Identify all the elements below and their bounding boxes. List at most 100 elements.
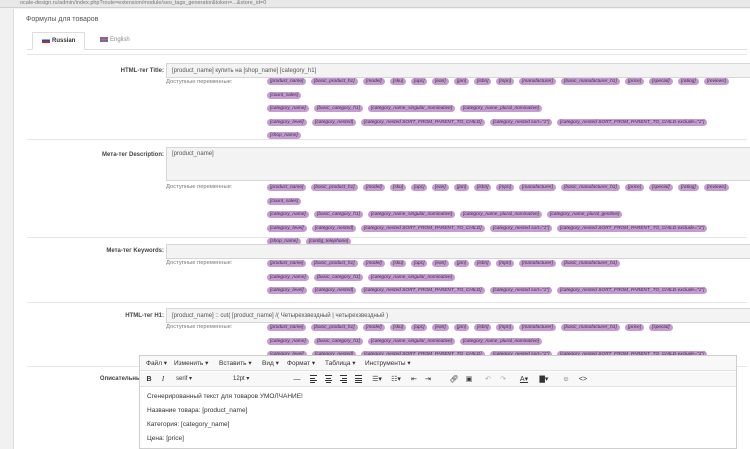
variable-chip[interactable]: [basic_category_h1] xyxy=(314,105,363,112)
variable-chip[interactable]: [special] xyxy=(649,184,673,191)
variable-chip[interactable]: [category_nested] xyxy=(312,224,357,232)
variable-chip[interactable]: [category_name_singular_nominative] xyxy=(368,337,456,345)
background-color-icon[interactable]: ▇▾ xyxy=(539,376,549,383)
menu-file[interactable]: Файл ▾ xyxy=(146,360,168,367)
variable-chip[interactable]: [category_nested SORT_FROM_PARENT_TO_CHI… xyxy=(361,118,485,126)
variable-chip[interactable]: [mpn] xyxy=(496,184,514,191)
variable-chip[interactable]: [model] xyxy=(363,78,385,85)
indent-icon[interactable]: ⇥ xyxy=(425,376,431,383)
variable-chip[interactable]: [basic_category_h1] xyxy=(314,337,363,345)
emoticons-icon[interactable]: ☺ xyxy=(562,376,570,383)
variable-chip[interactable]: [shop_name] xyxy=(267,132,301,139)
variable-chip[interactable]: [mpn] xyxy=(496,260,514,267)
variable-chip[interactable]: [isbn] xyxy=(474,260,492,267)
redo-icon[interactable]: ↷ xyxy=(500,376,506,383)
variable-chip[interactable]: [model] xyxy=(363,324,385,331)
variable-chip[interactable]: [rating] xyxy=(678,78,699,85)
variable-chip[interactable]: [basic_manufacturer_h1] xyxy=(561,260,620,267)
variable-chip[interactable]: [ean] xyxy=(432,260,449,267)
bullet-list-icon[interactable]: ☰▾ xyxy=(372,376,382,383)
align-right-icon[interactable] xyxy=(338,374,348,385)
font-size-select[interactable]: 12pt ▾ xyxy=(233,376,250,382)
variable-chip[interactable]: [category_name_plural_nominative] xyxy=(460,211,542,218)
h1-input[interactable]: [product_name] :: cut( [product_name] /(… xyxy=(166,308,750,323)
italic-icon[interactable]: I xyxy=(161,375,165,383)
variable-chip[interactable]: [isbn] xyxy=(474,184,492,191)
meta-description-textarea[interactable]: [product_name] xyxy=(166,147,750,181)
variable-chip[interactable]: [category_name] xyxy=(267,273,309,281)
bold-icon[interactable]: B xyxy=(146,376,152,383)
variable-chip[interactable]: [product_name] xyxy=(267,184,307,191)
variable-chip[interactable]: [category_name_plural_genitive] xyxy=(547,211,623,218)
variable-chip[interactable]: [category_level] xyxy=(267,118,307,126)
variable-chip[interactable]: [config_telephone] xyxy=(306,238,352,245)
variable-chip[interactable]: [ean] xyxy=(432,324,449,331)
variable-chip[interactable]: [category_level] xyxy=(267,224,307,232)
variable-chip[interactable]: [count_sales] xyxy=(267,91,302,99)
variable-chip[interactable]: [category_name] xyxy=(267,211,309,218)
meta-keywords-input[interactable] xyxy=(166,244,750,259)
title-input[interactable]: [product_name] купить на [shop_name] [ca… xyxy=(166,63,750,78)
variable-chip[interactable]: [category_nested SORT_FROM_PARENT_TO_CHI… xyxy=(557,351,708,358)
tab-english[interactable]: English xyxy=(91,32,139,50)
variable-chip[interactable]: [reviews] xyxy=(704,78,729,85)
variable-chip[interactable]: [price] xyxy=(625,324,645,331)
image-icon[interactable]: ▣ xyxy=(465,376,473,383)
align-justify-icon[interactable] xyxy=(353,374,363,385)
variable-chip[interactable]: [category_nested sort="1"] xyxy=(490,351,553,358)
variable-chip[interactable]: [rating] xyxy=(678,184,699,191)
variable-chip[interactable]: [category_name_singular_nominative] xyxy=(368,273,456,281)
variable-chip[interactable]: [category_name] xyxy=(267,105,309,112)
outdent-icon[interactable]: ⇤ xyxy=(411,376,417,383)
variable-chip[interactable]: [category_nested] xyxy=(312,287,357,294)
menu-insert[interactable]: Вставить ▾ xyxy=(219,360,252,367)
font-family-select[interactable]: serif ▾ xyxy=(176,376,193,382)
text-color-icon[interactable]: A▾ xyxy=(519,376,529,383)
variable-chip[interactable]: [basic_product_h1] xyxy=(311,260,358,267)
variable-chip[interactable]: [sku] xyxy=(390,260,407,267)
variable-chip[interactable]: [category_nested sort="1"] xyxy=(490,118,553,126)
variable-chip[interactable]: [upc] xyxy=(411,260,428,267)
menu-table[interactable]: Таблица ▾ xyxy=(325,360,356,367)
variable-chip[interactable]: [basic_category_h1] xyxy=(314,211,363,218)
menu-edit[interactable]: Изменить ▾ xyxy=(174,360,209,367)
variable-chip[interactable]: [jan] xyxy=(454,78,470,85)
variable-chip[interactable]: [shop_name] xyxy=(267,238,301,245)
variable-chip[interactable]: [category_nested SORT_FROM_PARENT_TO_CHI… xyxy=(361,224,485,232)
variable-chip[interactable]: [manufacturer] xyxy=(519,324,556,331)
variable-chip[interactable]: [category_level] xyxy=(267,287,307,294)
link-icon[interactable]: 🔗︎ xyxy=(449,376,459,383)
variable-chip[interactable]: [category_name_plural_nominative] xyxy=(460,337,542,345)
numbered-list-icon[interactable]: ☷▾ xyxy=(391,376,401,383)
horizontal-rule-icon[interactable]: — xyxy=(293,376,301,383)
variable-chip[interactable]: [manufacturer] xyxy=(519,78,556,85)
variable-chip[interactable]: [jan] xyxy=(454,260,470,267)
variable-chip[interactable]: [category_nested SORT_FROM_PARENT_TO_CHI… xyxy=(361,287,485,294)
variable-chip[interactable]: [basic_manufacturer_h1] xyxy=(561,78,620,85)
variable-chip[interactable]: [upc] xyxy=(411,324,428,331)
variable-chip[interactable]: [product_name] xyxy=(267,324,307,331)
align-center-icon[interactable] xyxy=(323,374,333,385)
variable-chip[interactable]: [reviews] xyxy=(704,184,729,191)
variable-chip[interactable]: [isbn] xyxy=(474,324,492,331)
variable-chip[interactable]: [category_name_plural_nominative] xyxy=(460,105,542,112)
variable-chip[interactable]: [ean] xyxy=(432,78,449,85)
variable-chip[interactable]: [ean] xyxy=(432,184,449,191)
variable-chip[interactable]: [category_name] xyxy=(267,337,309,345)
variable-chip[interactable]: [model] xyxy=(363,260,385,267)
variable-chip[interactable]: [category_nested SORT_FROM_PARENT_TO_CHI… xyxy=(557,224,708,232)
variable-chip[interactable]: [category_nested SORT_FROM_PARENT_TO_CHI… xyxy=(361,351,485,358)
menu-view[interactable]: Вид ▾ xyxy=(262,360,279,367)
tab-russian[interactable]: Russian xyxy=(32,32,86,50)
menu-tools[interactable]: Инструменты ▾ xyxy=(365,360,411,367)
align-left-icon[interactable] xyxy=(308,374,318,385)
variable-chip[interactable]: [upc] xyxy=(411,78,428,85)
variable-chip[interactable]: [category_nested sort="1"] xyxy=(490,287,553,294)
variable-chip[interactable]: [mpn] xyxy=(496,78,514,85)
variable-chip[interactable]: [category_nested SORT_FROM_PARENT_TO_CHI… xyxy=(557,287,708,294)
variable-chip[interactable]: [basic_product_h1] xyxy=(311,78,358,85)
variable-chip[interactable]: [product_name] xyxy=(267,260,307,267)
variable-chip[interactable]: [basic_manufacturer_h1] xyxy=(561,324,620,331)
variable-chip[interactable]: [manufacturer] xyxy=(519,260,556,267)
variable-chip[interactable]: [sku] xyxy=(390,184,407,191)
